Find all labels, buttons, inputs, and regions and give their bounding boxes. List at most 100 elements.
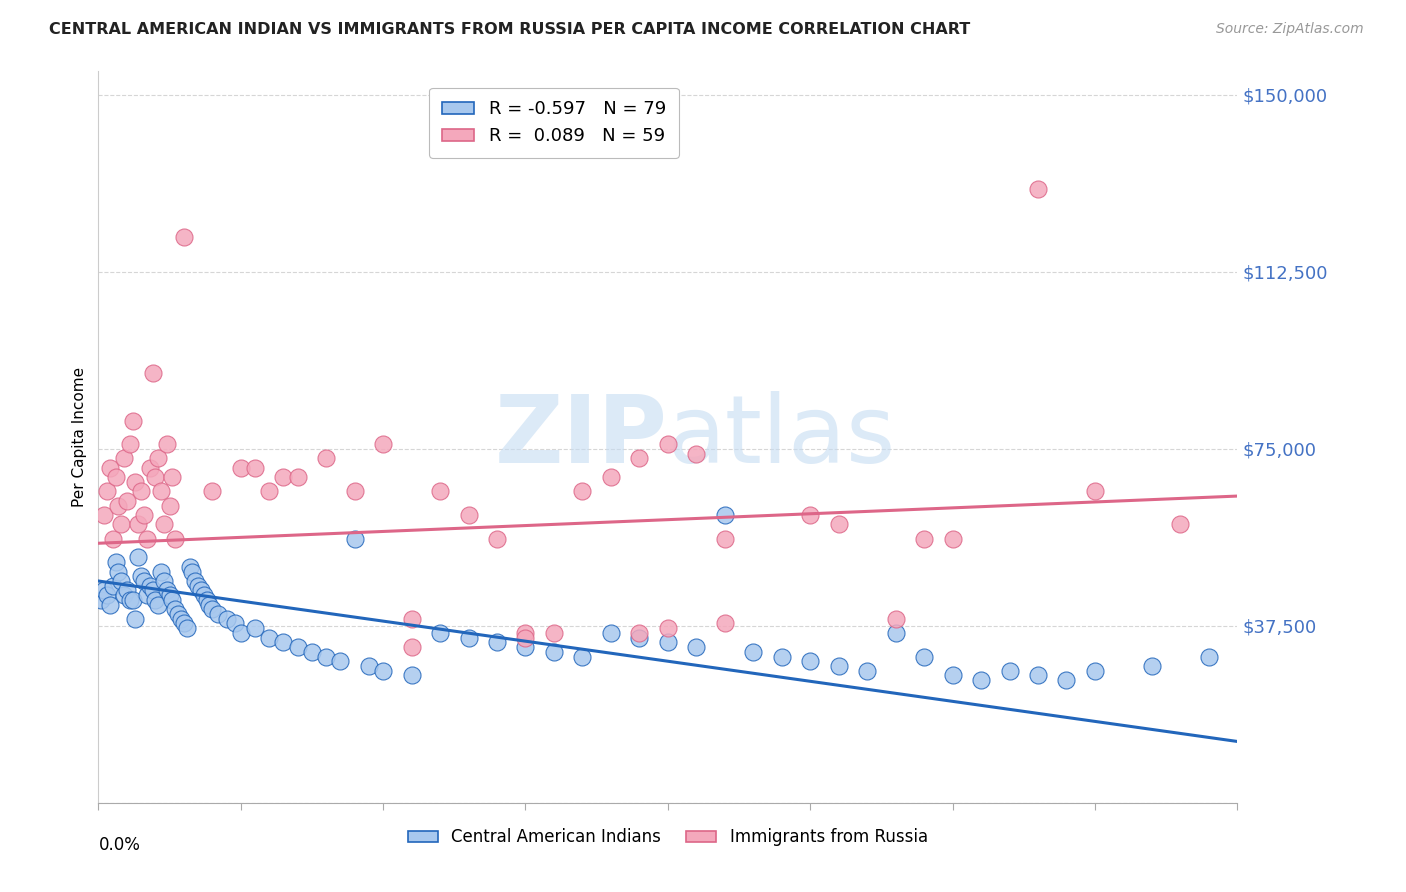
Point: [90, 593, 112, 607]
Point: [401, 612, 423, 626]
Point: [515, 631, 537, 645]
Point: [187, 579, 209, 593]
Point: [685, 640, 707, 654]
Point: [942, 668, 965, 682]
Point: [156, 583, 179, 598]
Point: [148, 598, 170, 612]
Point: [657, 437, 679, 451]
Point: [156, 437, 179, 451]
Point: [343, 532, 366, 546]
Point: [600, 470, 623, 484]
Point: [714, 616, 737, 631]
Point: [912, 532, 935, 546]
Point: [571, 649, 593, 664]
Point: [173, 616, 195, 631]
Point: [315, 451, 337, 466]
Point: [112, 588, 135, 602]
Point: [486, 635, 509, 649]
Point: [884, 626, 907, 640]
Point: [273, 635, 295, 649]
Point: [543, 645, 565, 659]
Text: atlas: atlas: [668, 391, 896, 483]
Point: [401, 640, 423, 654]
Point: [132, 574, 155, 588]
Point: [153, 574, 176, 588]
Point: [301, 645, 323, 659]
Point: [184, 574, 207, 588]
Point: [1198, 649, 1220, 664]
Point: [135, 588, 157, 602]
Point: [457, 508, 479, 522]
Point: [1084, 484, 1107, 499]
Point: [115, 583, 138, 598]
Point: [657, 621, 679, 635]
Point: [170, 612, 193, 626]
Text: CENTRAL AMERICAN INDIAN VS IMMIGRANTS FROM RUSSIA PER CAPITA INCOME CORRELATION : CENTRAL AMERICAN INDIAN VS IMMIGRANTS FR…: [49, 22, 970, 37]
Point: [96, 484, 118, 499]
Point: [121, 593, 143, 607]
Point: [543, 626, 565, 640]
Point: [129, 569, 152, 583]
Point: [828, 659, 851, 673]
Point: [96, 588, 118, 602]
Point: [190, 583, 212, 598]
Point: [93, 508, 115, 522]
Point: [224, 616, 246, 631]
Point: [173, 229, 195, 244]
Point: [198, 598, 221, 612]
Point: [1056, 673, 1078, 687]
Point: [162, 470, 184, 484]
Point: [243, 460, 266, 475]
Point: [207, 607, 229, 621]
Point: [107, 499, 129, 513]
Point: [1026, 182, 1049, 196]
Point: [942, 532, 965, 546]
Point: [243, 621, 266, 635]
Point: [104, 555, 127, 569]
Point: [118, 593, 141, 607]
Point: [115, 493, 138, 508]
Point: [1084, 664, 1107, 678]
Point: [181, 565, 204, 579]
Point: [150, 484, 173, 499]
Point: [515, 640, 537, 654]
Point: [571, 484, 593, 499]
Text: 0.0%: 0.0%: [98, 836, 141, 854]
Point: [373, 664, 395, 678]
Point: [145, 593, 167, 607]
Point: [153, 517, 176, 532]
Point: [141, 367, 163, 381]
Point: [179, 559, 201, 574]
Point: [118, 437, 141, 451]
Point: [401, 668, 423, 682]
Point: [101, 579, 124, 593]
Point: [329, 654, 352, 668]
Point: [176, 621, 198, 635]
Point: [828, 517, 851, 532]
Point: [145, 470, 167, 484]
Point: [93, 583, 115, 598]
Point: [162, 593, 184, 607]
Point: [657, 635, 679, 649]
Point: [215, 612, 238, 626]
Point: [112, 451, 135, 466]
Point: [159, 499, 181, 513]
Point: [486, 532, 509, 546]
Point: [193, 588, 215, 602]
Point: [429, 484, 451, 499]
Point: [110, 517, 132, 532]
Point: [201, 602, 224, 616]
Point: [799, 654, 821, 668]
Point: [165, 602, 187, 616]
Text: ZIP: ZIP: [495, 391, 668, 483]
Text: Source: ZipAtlas.com: Source: ZipAtlas.com: [1216, 22, 1364, 37]
Point: [229, 460, 252, 475]
Point: [104, 470, 127, 484]
Point: [742, 645, 765, 659]
Point: [127, 550, 149, 565]
Point: [714, 508, 737, 522]
Point: [259, 631, 281, 645]
Point: [101, 532, 124, 546]
Point: [970, 673, 993, 687]
Point: [167, 607, 190, 621]
